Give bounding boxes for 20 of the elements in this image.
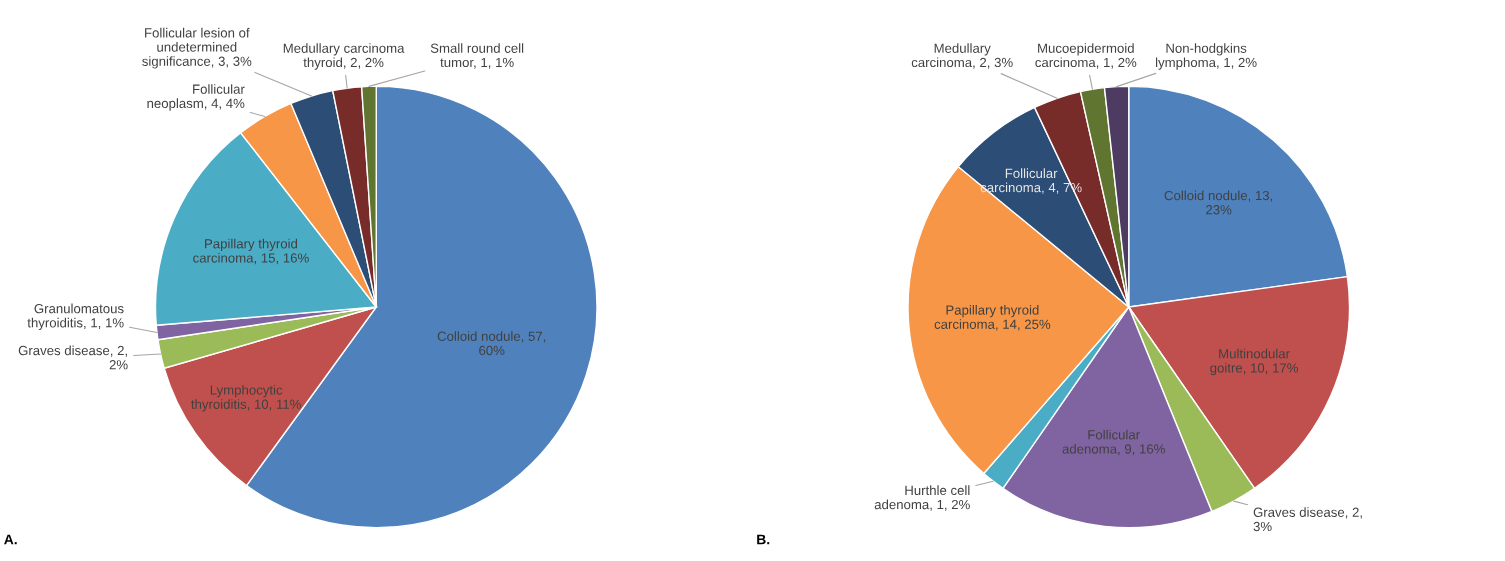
slice-label: Mucoepidermoid carcinoma, 1, 2%: [1035, 43, 1137, 69]
slice-label: Colloid nodule, 13, 23%: [1164, 190, 1273, 215]
slice-label: Hurthle cell adenoma, 1, 2%: [874, 485, 970, 511]
slice-label: Non-hodgkins lymphoma, 1, 2%: [1156, 43, 1257, 70]
slice-label: Lymphocytic thyroiditis, 10, 11%: [191, 385, 301, 412]
slice-label: Small round cell tumor, 1, 1%: [430, 43, 524, 69]
slice-label: Medullary carcinoma thyroid, 2, 2%: [283, 43, 405, 70]
slice-label: Papillary thyroid carcinoma, 14, 25%: [934, 305, 1051, 331]
text: B.: [757, 534, 770, 545]
slice-label: Graves disease, 2, 2%: [18, 345, 128, 370]
slice-label: Follicular lesion of undetermined significance, 3, 3%: [142, 27, 252, 69]
slice-label: Follicular neoplasm, 4, 4%: [147, 84, 245, 111]
slice-label: Medullary carcinoma, 2, 3%: [911, 43, 1013, 69]
slice-label: Papillary thyroid carcinoma, 15, 16%: [193, 238, 309, 265]
slice-label: Follicular adenoma, 9, 16%: [1062, 429, 1165, 456]
slice-label: Colloid nodule, 57, 60%: [437, 331, 546, 356]
slice-label: Multinodular goitre, 10, 17%: [1210, 348, 1298, 376]
slice-label: Graves disease, 2, 3%: [1253, 507, 1362, 532]
slice-label: Granulomatous thyroiditis, 1, 1%: [27, 303, 124, 331]
text: A.: [4, 534, 17, 545]
